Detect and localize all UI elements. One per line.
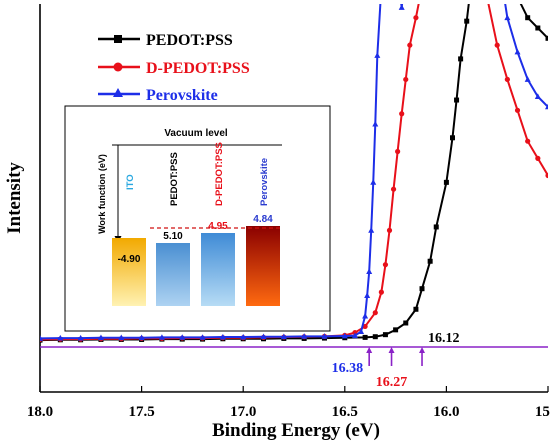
data-point bbox=[434, 224, 439, 229]
data-point bbox=[374, 52, 380, 58]
data-point bbox=[535, 26, 540, 31]
inset-bar bbox=[246, 226, 280, 306]
onset-arrowhead bbox=[389, 347, 395, 353]
data-point bbox=[366, 268, 372, 274]
inset-bar-value: -4.90 bbox=[118, 254, 141, 265]
data-point bbox=[428, 259, 433, 264]
legend-label-perovskite: Perovskite bbox=[146, 87, 218, 104]
onset-arrowhead bbox=[366, 347, 372, 353]
data-point bbox=[391, 187, 396, 192]
inset-bar bbox=[112, 238, 146, 306]
onset-arrowhead bbox=[419, 347, 425, 353]
x-tick-label: 16.0 bbox=[433, 404, 459, 420]
data-point bbox=[535, 156, 540, 161]
data-point bbox=[403, 77, 408, 82]
x-tick-label: 15.5 bbox=[535, 404, 550, 420]
y-axis-label: Intensity bbox=[4, 162, 25, 234]
data-point bbox=[383, 332, 388, 337]
onset-label: 16.12 bbox=[428, 331, 460, 346]
legend-marker-perovskite bbox=[113, 88, 123, 97]
data-point bbox=[420, 286, 425, 291]
data-point bbox=[454, 98, 459, 103]
data-point bbox=[364, 292, 370, 298]
data-point bbox=[458, 56, 463, 61]
data-point bbox=[525, 76, 531, 82]
data-point bbox=[373, 310, 378, 315]
x-ticks: 18.0 17.5 17.0 16.5 16.0 15.5 bbox=[27, 386, 550, 420]
inset-bar-value: 5.10 bbox=[163, 231, 183, 242]
data-point bbox=[413, 15, 418, 20]
x-axis-label: Binding Energy (eV) bbox=[212, 420, 380, 441]
data-point bbox=[495, 43, 500, 48]
data-point bbox=[403, 320, 408, 325]
inset-category-label: D-PEDOT:PSS bbox=[214, 142, 225, 206]
data-point bbox=[450, 135, 455, 140]
data-point bbox=[413, 307, 418, 312]
legend: PEDOT:PSS D-PEDOT:PSS Perovskite bbox=[98, 32, 250, 104]
data-point bbox=[407, 43, 412, 48]
legend-label-pedot: PEDOT:PSS bbox=[146, 32, 233, 49]
data-point bbox=[373, 334, 378, 339]
data-point bbox=[370, 179, 376, 185]
data-point bbox=[372, 121, 378, 127]
data-point bbox=[362, 313, 368, 319]
data-point bbox=[546, 36, 550, 41]
data-point bbox=[444, 180, 449, 185]
legend-label-d-pedot: D-PEDOT:PSS bbox=[146, 60, 250, 77]
data-point bbox=[525, 139, 530, 144]
onset-label: 16.27 bbox=[376, 375, 408, 390]
x-tick-label: 18.0 bbox=[27, 404, 53, 420]
data-point bbox=[515, 108, 520, 113]
inset-bar-value: 4.95 bbox=[208, 221, 228, 232]
legend-entry-d-pedot: D-PEDOT:PSS bbox=[98, 60, 250, 77]
inset-bar bbox=[201, 233, 235, 306]
x-tick-label: 17.0 bbox=[230, 404, 256, 420]
inset-title: Vacuum level bbox=[164, 128, 228, 139]
onset-label: 16.38 bbox=[332, 361, 364, 376]
x-tick-label: 16.5 bbox=[332, 404, 358, 420]
data-point bbox=[387, 228, 392, 233]
inset-bar-value: 4.84 bbox=[253, 214, 273, 225]
data-point bbox=[363, 335, 368, 340]
inset-diagram: Vacuum level Work function (eV) ITO -4.90… bbox=[65, 106, 330, 331]
data-point bbox=[399, 4, 405, 10]
inset-bar bbox=[156, 243, 190, 306]
data-point bbox=[368, 227, 374, 233]
inset-category-label: Perovskite bbox=[259, 158, 270, 206]
x-tick-label: 17.5 bbox=[128, 404, 154, 420]
data-point bbox=[504, 15, 510, 21]
data-point bbox=[379, 290, 384, 295]
data-point bbox=[515, 49, 521, 55]
inset-category-label: ITO bbox=[125, 174, 136, 190]
legend-entry-perovskite: Perovskite bbox=[98, 87, 218, 104]
data-point bbox=[395, 149, 400, 154]
data-point bbox=[399, 111, 404, 116]
legend-marker-pedot bbox=[114, 35, 122, 43]
legend-marker-d-pedot bbox=[114, 63, 123, 72]
data-point bbox=[464, 19, 469, 24]
legend-entry-pedot: PEDOT:PSS bbox=[98, 32, 233, 49]
inset-category-label: PEDOT:PSS bbox=[169, 152, 180, 206]
data-point bbox=[383, 262, 388, 267]
data-point bbox=[393, 327, 398, 332]
inset-y-label: Work function (eV) bbox=[97, 154, 107, 234]
data-point bbox=[505, 77, 510, 82]
data-point bbox=[525, 15, 530, 20]
